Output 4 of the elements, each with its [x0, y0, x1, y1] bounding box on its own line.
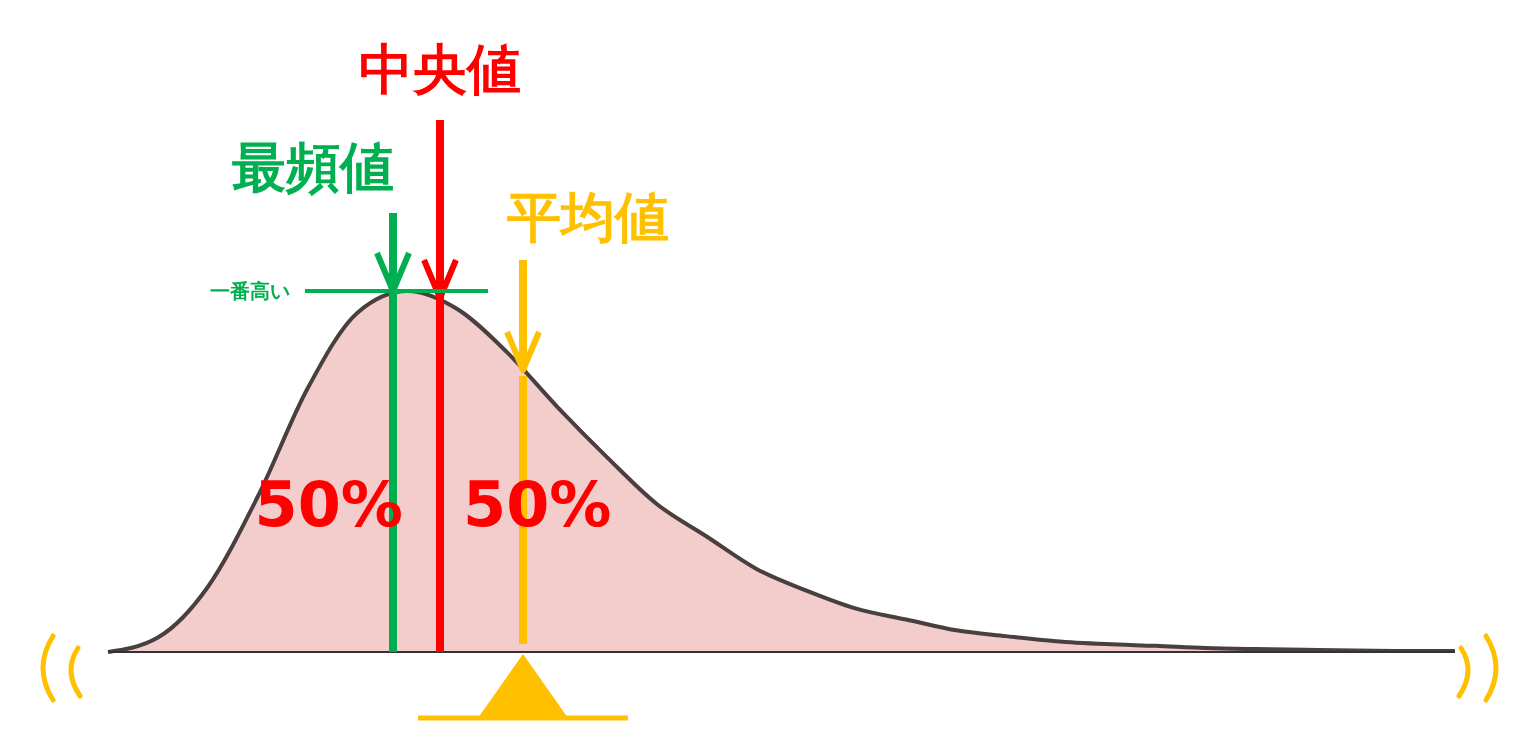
text: 最頻値 — [232, 136, 394, 199]
text: 平均値 — [506, 186, 669, 249]
text: 中央値 — [359, 38, 521, 101]
ref-line-label: 一番高い — [210, 279, 290, 303]
